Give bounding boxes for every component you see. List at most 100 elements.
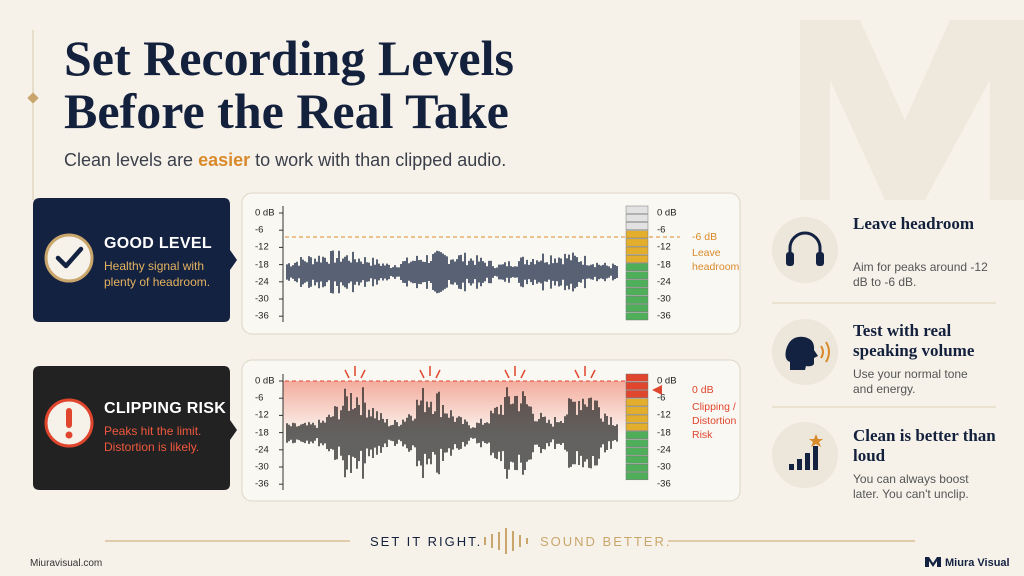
meter-label: 0 dB [657, 207, 677, 219]
meter-segment [625, 230, 649, 239]
meter-label: -24 [657, 444, 671, 456]
meter-segment [625, 287, 649, 296]
meter-segment [625, 431, 649, 440]
alert-bar [66, 408, 72, 428]
meter-label: -36 [657, 478, 671, 490]
slogan: SET IT RIGHT. [370, 534, 483, 549]
tip-title: Leave headroom [853, 214, 975, 233]
clip-burst [344, 369, 350, 379]
watermark [800, 20, 1024, 200]
slogan: SOUND BETTER. [540, 534, 672, 549]
accent-diamond [27, 92, 39, 104]
meter-segment [625, 205, 649, 214]
headphones-ear [786, 252, 794, 266]
tip-title: Test with real speaking volume [853, 321, 975, 360]
clip-burst [574, 369, 580, 379]
meter-label: 0 dB [657, 375, 677, 387]
meter-segment [625, 406, 649, 415]
example-label: CLIPPING RISK [104, 400, 227, 417]
scale-label: -36 [255, 478, 269, 490]
clip-burst [504, 369, 510, 379]
check-icon [44, 233, 94, 283]
meter-label: -30 [657, 293, 671, 305]
headphones-ear [816, 252, 824, 266]
scale-label: -6 [255, 392, 264, 404]
marker-label: 0 dB [692, 384, 714, 396]
meter-segment [625, 238, 649, 247]
bars-icon [789, 446, 818, 470]
scale-label: 0 dB [255, 375, 275, 387]
scale-label: -18 [255, 259, 269, 271]
meter-segment [625, 263, 649, 272]
scale-label: -36 [255, 310, 269, 322]
subtitle: Clean levels are easier to work with tha… [64, 150, 506, 171]
meter-segment [625, 213, 649, 222]
meter-segment [625, 390, 649, 399]
marker-label: -6 dB [692, 231, 718, 243]
good-box [33, 198, 237, 322]
meter-segment [625, 304, 649, 313]
waveform [286, 250, 618, 294]
waveform [286, 387, 618, 479]
tip-text: Aim for peaks around -12 dB to -6 dB. [853, 260, 988, 289]
meter-segment [625, 254, 649, 263]
scale-label: -6 [255, 224, 264, 236]
marker-note: Leave headroom [692, 247, 740, 273]
subtitle-text: to work with than clipped audio. [250, 150, 507, 170]
marker-note: Clipping / Distortion Risk [692, 401, 737, 441]
title-line: Set Recording Levels [64, 30, 514, 86]
scale-label: -12 [255, 409, 269, 421]
subtitle-emphasis: easier [198, 150, 251, 170]
meter-segment [625, 398, 649, 407]
clip-arrow [652, 385, 662, 395]
example-description: Healthy signal with plenty of headroom. [104, 259, 211, 289]
star [809, 434, 823, 447]
meter-segment [625, 472, 649, 481]
scale-label: -30 [255, 293, 269, 305]
brand: Miura Visual [945, 557, 1010, 569]
meter-segment [625, 279, 649, 288]
meter-label: -6 [657, 392, 666, 404]
tip-text: You can always boost later. You can't un… [853, 472, 969, 501]
scale-label: -30 [255, 461, 269, 473]
speaker-icon [785, 336, 818, 370]
example-description: Peaks hit the limit. Distortion is likel… [104, 424, 202, 454]
meter-label: -36 [657, 310, 671, 322]
meter-label: -12 [657, 241, 671, 253]
website: Miuravisual.com [30, 558, 103, 569]
meter-segment [625, 222, 649, 231]
clip-burst [360, 369, 366, 379]
meter-segment [625, 414, 649, 423]
brand-logo [925, 557, 941, 567]
title-line: Before the Real Take [64, 83, 509, 139]
tip-text: Use your normal tone and energy. [853, 367, 968, 396]
meter-segment [625, 312, 649, 321]
clip-burst [590, 369, 596, 379]
meter-segment [625, 463, 649, 472]
tip-icon-bg [772, 217, 838, 283]
footer-wave [484, 528, 528, 554]
clip-burst [435, 369, 441, 379]
clip-burst [520, 369, 526, 379]
tip-title: Clean is better than loud [853, 426, 996, 465]
scale-label: -18 [255, 427, 269, 439]
scale-label: -24 [255, 276, 269, 288]
meter-label: -18 [657, 259, 671, 271]
meter-label: -18 [657, 427, 671, 439]
meter-segment [625, 422, 649, 431]
scale-label: -12 [255, 241, 269, 253]
meter-label: -12 [657, 409, 671, 421]
headphones-icon [788, 231, 822, 258]
meter-segment [625, 447, 649, 456]
subtitle-text: Clean levels are [64, 150, 199, 170]
scale-label: -24 [255, 444, 269, 456]
clip-box [33, 366, 237, 490]
clip-burst [419, 369, 425, 379]
sound-waves [820, 341, 830, 363]
meter-segment [625, 246, 649, 255]
meter-label: -24 [657, 276, 671, 288]
meter-segment [625, 381, 649, 390]
meter-label: -6 [657, 224, 666, 236]
